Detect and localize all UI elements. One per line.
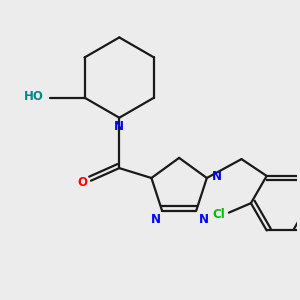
Text: N: N	[212, 170, 222, 183]
Text: O: O	[77, 176, 87, 189]
Text: HO: HO	[24, 90, 44, 103]
Text: N: N	[114, 120, 124, 133]
Text: N: N	[199, 213, 209, 226]
Text: N: N	[151, 213, 161, 226]
Text: Cl: Cl	[212, 208, 225, 221]
